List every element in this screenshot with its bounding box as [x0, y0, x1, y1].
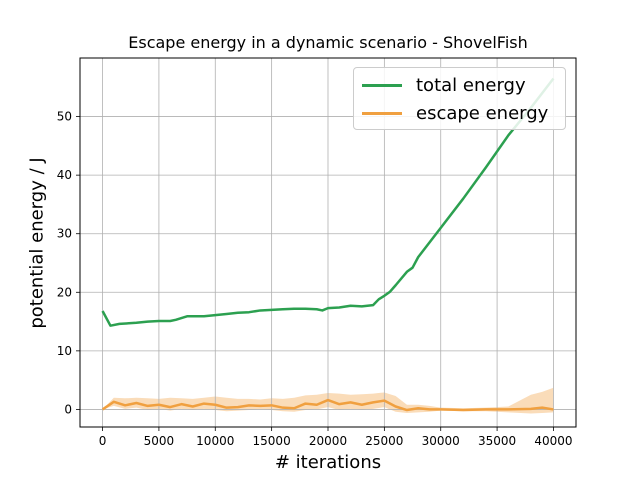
x-tick-label: 40000 — [534, 434, 572, 448]
x-axis-label: # iterations — [274, 452, 382, 473]
escape-energy-line — [101, 398, 554, 412]
y-tick-label: 10 — [57, 344, 72, 358]
legend-item-escape-energy: escape energy — [362, 100, 548, 126]
y-axis-ticks: 0 10 20 30 40 50 — [57, 110, 80, 416]
y-tick-label: 20 — [57, 285, 72, 299]
grid-lines — [80, 58, 576, 427]
x-tick-label: 5000 — [144, 434, 175, 448]
x-tick-label: 0 — [99, 434, 107, 448]
legend-swatch-escape-energy — [362, 111, 402, 115]
x-tick-label: 25000 — [365, 434, 403, 448]
x-tick-label: 10000 — [196, 434, 234, 448]
legend: total energy escape energy — [353, 67, 566, 130]
y-tick-label: 30 — [57, 227, 72, 241]
chart-title: Escape energy in a dynamic scenario - Sh… — [128, 33, 528, 52]
plot-frame — [79, 57, 577, 428]
series-lines — [101, 77, 555, 412]
y-tick-label: 0 — [64, 402, 72, 416]
y-axis-label: potential energy / J — [26, 157, 48, 329]
legend-label-total-energy: total energy — [416, 74, 526, 96]
legend-label-escape-energy: escape energy — [416, 102, 549, 124]
y-tick-label: 50 — [57, 110, 72, 124]
x-tick-label: 20000 — [309, 434, 347, 448]
x-tick-label: 30000 — [422, 434, 460, 448]
legend-item-total-energy: total energy — [362, 72, 526, 98]
x-axis-ticks: 0 5000 10000 15000 20000 25000 30000 35000 40000 — [99, 427, 573, 448]
legend-swatch-total-energy — [362, 83, 402, 87]
x-tick-label: 15000 — [253, 434, 291, 448]
total-energy-line — [101, 77, 555, 327]
x-tick-label: 35000 — [478, 434, 516, 448]
y-tick-label: 40 — [57, 168, 72, 182]
